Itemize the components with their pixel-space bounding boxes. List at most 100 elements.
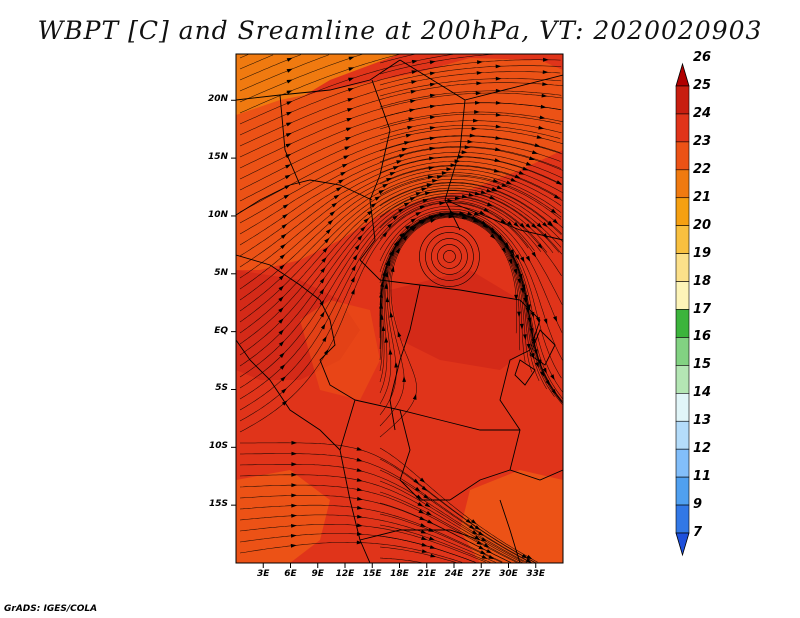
stream-arrow (465, 518, 472, 524)
stream-arrow (350, 276, 355, 283)
stream-arrow (356, 505, 363, 510)
stream-arrow (474, 110, 480, 114)
streamline-38 (239, 156, 562, 268)
stream-arrow (379, 313, 384, 320)
stream-arrow (410, 218, 417, 223)
streamline-2 (239, 54, 274, 70)
streamline-89 (379, 546, 457, 563)
stream-arrow (408, 117, 415, 122)
stream-arrow (419, 477, 426, 483)
lat-label: 20N (207, 94, 228, 105)
stream-arrow (439, 201, 446, 206)
stream-arrow (280, 243, 286, 249)
stream-arrow (543, 318, 548, 325)
lon-label: 21E (417, 569, 437, 579)
streamline-61 (379, 214, 540, 394)
stream-arrow (475, 100, 481, 105)
stream-arrow (356, 532, 363, 536)
stream-arrow (481, 537, 487, 542)
streamline-32 (239, 141, 561, 235)
stream-arrow (286, 122, 293, 127)
border-line-0 (236, 59, 401, 101)
field-cool-center (390, 270, 540, 370)
stream-arrow (540, 370, 545, 377)
stream-arrow (467, 211, 474, 216)
stream-arrow (356, 446, 363, 451)
stream-arrow (401, 147, 408, 152)
streamline-85 (379, 524, 491, 563)
stream-arrow (421, 542, 428, 547)
stream-arrow (347, 88, 354, 92)
stream-arrow (531, 223, 537, 229)
stream-arrow (278, 329, 284, 335)
stream-arrow (284, 174, 291, 180)
stream-arrow (291, 524, 297, 528)
streamline-75 (379, 469, 531, 563)
colorbar-box-5 (675, 197, 690, 226)
stream-arrow (357, 234, 363, 241)
stream-arrow (413, 478, 420, 484)
stream-arrow (356, 478, 363, 482)
streamline-13 (379, 113, 561, 130)
stream-arrow (285, 153, 292, 159)
stream-arrow (547, 220, 554, 226)
stream-arrow (501, 183, 508, 187)
stream-arrow (291, 462, 298, 467)
streamline-77 (379, 480, 524, 563)
stream-arrow (290, 534, 297, 538)
lon-label: 6E (284, 569, 297, 579)
stream-arrow (495, 112, 502, 117)
stream-arrow (515, 254, 520, 261)
stream-arrow (525, 558, 532, 563)
stream-arrow (336, 187, 342, 192)
stream-arrow (517, 311, 521, 318)
stream-arrow (352, 254, 358, 261)
stream-arrow (396, 160, 403, 164)
stream-arrow (525, 161, 532, 166)
stream-arrow (495, 124, 502, 129)
stream-arrow (416, 494, 423, 500)
stream-arrow (470, 519, 477, 525)
streamline-65 (379, 215, 526, 416)
stream-arrow (402, 235, 408, 241)
streamline-71 (379, 447, 538, 563)
stream-arrow (535, 361, 539, 368)
stream-arrow (412, 393, 417, 400)
stream-arrow (550, 374, 555, 381)
stream-arrow (542, 82, 549, 86)
stream-arrow (338, 179, 345, 184)
stream-arrow (536, 317, 540, 323)
stream-arrow (474, 535, 481, 540)
stream-arrow (525, 223, 531, 229)
stream-arrow (437, 175, 443, 179)
streamline-0 (239, 54, 249, 59)
stream-arrow (553, 194, 560, 200)
stream-arrow (279, 352, 285, 358)
stream-arrow (286, 68, 293, 73)
colorbar-level-label: 20 (693, 217, 712, 233)
stream-arrow (420, 523, 427, 527)
stream-arrow (542, 70, 549, 74)
stream-arrow (394, 240, 400, 247)
streamline-82 (239, 504, 503, 563)
stream-arrow (410, 226, 417, 232)
stream-arrow (279, 364, 286, 370)
stream-arrow (488, 555, 495, 560)
stream-arrow (405, 133, 412, 138)
stream-arrow (525, 255, 531, 262)
stream-arrow (389, 172, 396, 176)
stream-arrow (356, 523, 363, 528)
stream-arrow (473, 218, 479, 223)
streamline-66 (239, 200, 535, 422)
stream-arrow (421, 536, 428, 540)
streamline-59 (379, 214, 547, 390)
lon-label: 15E (362, 569, 382, 579)
colorbar-level-label: 17 (693, 301, 712, 317)
stream-arrow (345, 137, 352, 141)
colorbar-bottom-arrow (675, 532, 690, 557)
streamline-25 (379, 174, 562, 218)
stream-arrow (283, 194, 290, 199)
colorbar-box-4 (675, 169, 690, 199)
stream-arrow (486, 549, 493, 554)
stream-arrow (409, 197, 416, 201)
